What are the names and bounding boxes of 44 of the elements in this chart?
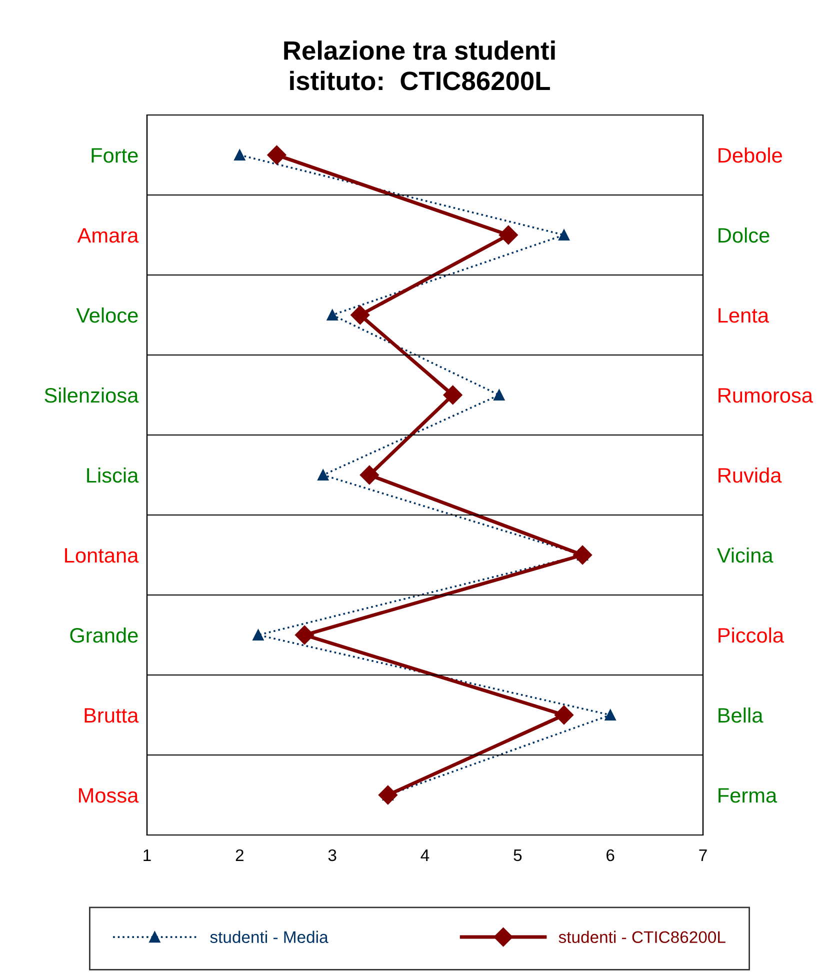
- y2-tick-label: Vicina: [716, 547, 774, 563]
- point: [326, 309, 338, 321]
- point: [573, 545, 592, 565]
- text: studenti - Media: [210, 930, 328, 944]
- point: [350, 305, 370, 325]
- y-tick-label: Forte: [92, 148, 138, 163]
- y2-tick-label: Lenta: [718, 308, 770, 323]
- x-tick-label: 3: [328, 849, 336, 862]
- y2-tick-label: Ruvida: [718, 467, 782, 483]
- y-tick-label: Liscia: [87, 467, 139, 483]
- point: [554, 705, 574, 725]
- x-tick-label: 5: [514, 850, 522, 862]
- point: [318, 469, 329, 481]
- x-tick-label: 2: [236, 849, 244, 861]
- point: [267, 145, 286, 165]
- y2-tick-label: Debole: [718, 147, 782, 163]
- x-tick-label: 1: [144, 850, 151, 861]
- point: [360, 465, 379, 485]
- y-tick-label: Mossa: [79, 788, 139, 803]
- y-tick-label: Veloce: [76, 307, 138, 323]
- y2-tick-label: Piccola: [718, 627, 784, 643]
- y-tick-label: Lontana: [65, 548, 139, 563]
- y2-tick-label: Ferma: [718, 788, 778, 803]
- point: [443, 385, 462, 405]
- point: [378, 785, 398, 805]
- y-tick-label: Amara: [77, 228, 139, 243]
- y-tick-label: Grande: [70, 627, 138, 643]
- x-tick-label: 4: [420, 850, 430, 861]
- point: [252, 629, 264, 641]
- y-tick-label: Brutta: [84, 708, 139, 723]
- chart-title: Relazione tra studenti istituto: CTIC86200L: [284, 40, 555, 90]
- x-tick-label: 7: [699, 850, 707, 861]
- y-tick-label: Silenziosa: [44, 387, 139, 403]
- point: [234, 149, 246, 161]
- point: [494, 389, 505, 401]
- y2-tick-label: Rumorosa: [718, 388, 813, 403]
- x-tick-label: 6: [606, 849, 614, 862]
- y2-tick-label: Dolce: [718, 227, 770, 243]
- point: [295, 625, 314, 645]
- y2-tick-label: Bella: [718, 707, 764, 723]
- text: studenti - CTIC86200L: [558, 930, 726, 944]
- point: [604, 709, 616, 721]
- point: [558, 229, 570, 241]
- point: [498, 225, 518, 245]
